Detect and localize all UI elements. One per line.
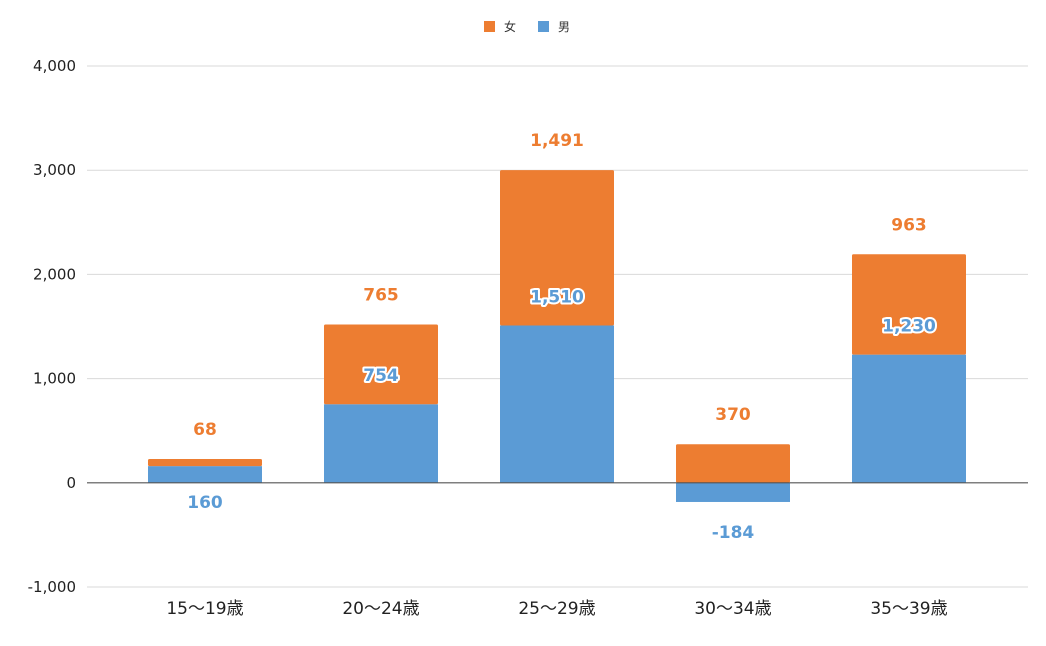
data-label-male: 160 [187, 493, 223, 513]
y-tick-label: 0 [66, 474, 76, 492]
data-label-male: -184 [712, 523, 755, 543]
y-tick-label: 2,000 [33, 265, 76, 283]
data-label-male: 1,230 [882, 317, 936, 337]
bars [148, 170, 966, 502]
bar-female [676, 444, 790, 483]
x-category-label: 15〜19歳 [166, 599, 243, 619]
bar-male [500, 325, 614, 483]
bar-male [148, 466, 262, 483]
data-label-male: 1,510 [530, 287, 584, 307]
legend-swatch [484, 21, 495, 32]
bar-male [852, 354, 966, 483]
x-category-label: 20〜24歳 [342, 599, 419, 619]
x-category-label: 30〜34歳 [694, 599, 771, 619]
data-label-female: 68 [193, 420, 217, 440]
y-tick-label: 3,000 [33, 161, 76, 179]
legend-label: 男 [558, 20, 570, 34]
bar-female [148, 459, 262, 467]
y-tick-label: -1,000 [28, 578, 76, 596]
data-label-male: 754 [363, 366, 399, 386]
data-label-female: 963 [891, 215, 927, 235]
x-category-label: 25〜29歳 [518, 599, 595, 619]
bar-male [324, 404, 438, 483]
data-labels: 68 160 765 754 1,491 1,510 370 -184 963 1,230 [187, 131, 938, 543]
bar-female [500, 170, 614, 326]
bar-male [676, 482, 790, 502]
legend: 女男 [484, 19, 570, 34]
axis-labels: -1,000 0 1,000 2,000 3,000 4,000 15〜19歳 20〜24歳 2… [28, 57, 948, 619]
y-tick-label: 4,000 [33, 57, 76, 75]
bar-female [324, 324, 438, 405]
y-tick-label: 1,000 [33, 370, 76, 388]
legend-label: 女 [504, 19, 516, 34]
data-label-female: 370 [715, 405, 751, 425]
x-category-label: 35〜39歳 [870, 599, 947, 619]
data-label-female: 1,491 [530, 131, 584, 151]
data-label-female: 765 [363, 286, 399, 306]
legend-swatch [538, 21, 549, 32]
bar-female [852, 254, 966, 355]
